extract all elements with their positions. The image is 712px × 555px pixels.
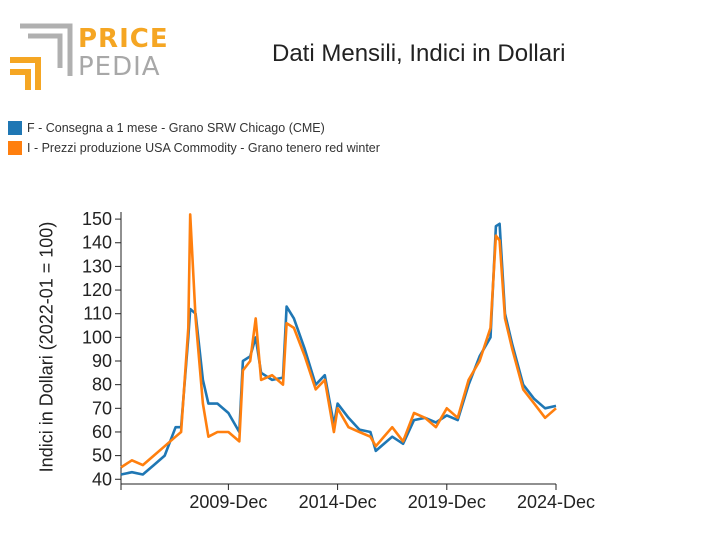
y-tick-label-150: 150 bbox=[82, 209, 112, 229]
logo-mark bbox=[10, 23, 73, 90]
legend-swatch-futures bbox=[8, 121, 22, 135]
x-tick-label-2024-Dec: 2024-Dec bbox=[517, 492, 595, 512]
legend-label-futures: F - Consegna a 1 mese - Grano SRW Chicag… bbox=[27, 121, 325, 135]
x-tick-label-2009-Dec: 2009-Dec bbox=[189, 492, 267, 512]
logo-orange-bracket bbox=[10, 57, 41, 90]
logo-outer-bracket bbox=[20, 23, 73, 76]
chart-title: Dati Mensili, Indici in Dollari bbox=[272, 40, 566, 67]
y-tick-label-90: 90 bbox=[92, 351, 112, 371]
legend-label-index: I - Prezzi produzione USA Commodity - Gr… bbox=[27, 141, 380, 155]
logo-word-pedia: PEDIA bbox=[78, 52, 161, 82]
y-tick-label-50: 50 bbox=[92, 446, 112, 466]
legend-item-index[interactable]: I - Prezzi produzione USA Commodity - Gr… bbox=[8, 138, 380, 158]
y-tick-label-40: 40 bbox=[92, 469, 112, 489]
x-tick-label-2014-Dec: 2014-Dec bbox=[299, 492, 377, 512]
plot-area: 40 50 60 70 80 90 100 110 120 130 140 150 2009-Dec 20… bbox=[82, 209, 595, 512]
logo-orange-bracket-inner bbox=[10, 69, 31, 90]
logo-inner-bracket bbox=[28, 33, 63, 68]
legend: F - Consegna a 1 mese - Grano SRW Chicag… bbox=[8, 118, 380, 158]
legend-swatch-index bbox=[8, 141, 22, 155]
y-tick-label-100: 100 bbox=[82, 327, 112, 347]
y-tick-label-60: 60 bbox=[92, 422, 112, 442]
x-tick-label-2019-Dec: 2019-Dec bbox=[408, 492, 486, 512]
logo-word-price: PRICE bbox=[78, 24, 169, 54]
y-tick-label-80: 80 bbox=[92, 375, 112, 395]
pricepedia-logo: PRICE PEDIA bbox=[8, 22, 168, 92]
series-line-futures bbox=[120, 222, 557, 476]
legend-item-futures[interactable]: F - Consegna a 1 mese - Grano SRW Chicag… bbox=[8, 118, 380, 138]
y-tick-label-140: 140 bbox=[82, 233, 112, 253]
y-tick-label-70: 70 bbox=[92, 398, 112, 418]
series-line-index bbox=[120, 213, 557, 469]
y-tick-label-110: 110 bbox=[83, 304, 112, 324]
y-tick-label-130: 130 bbox=[82, 256, 112, 276]
y-tick-label-120: 120 bbox=[82, 280, 112, 300]
